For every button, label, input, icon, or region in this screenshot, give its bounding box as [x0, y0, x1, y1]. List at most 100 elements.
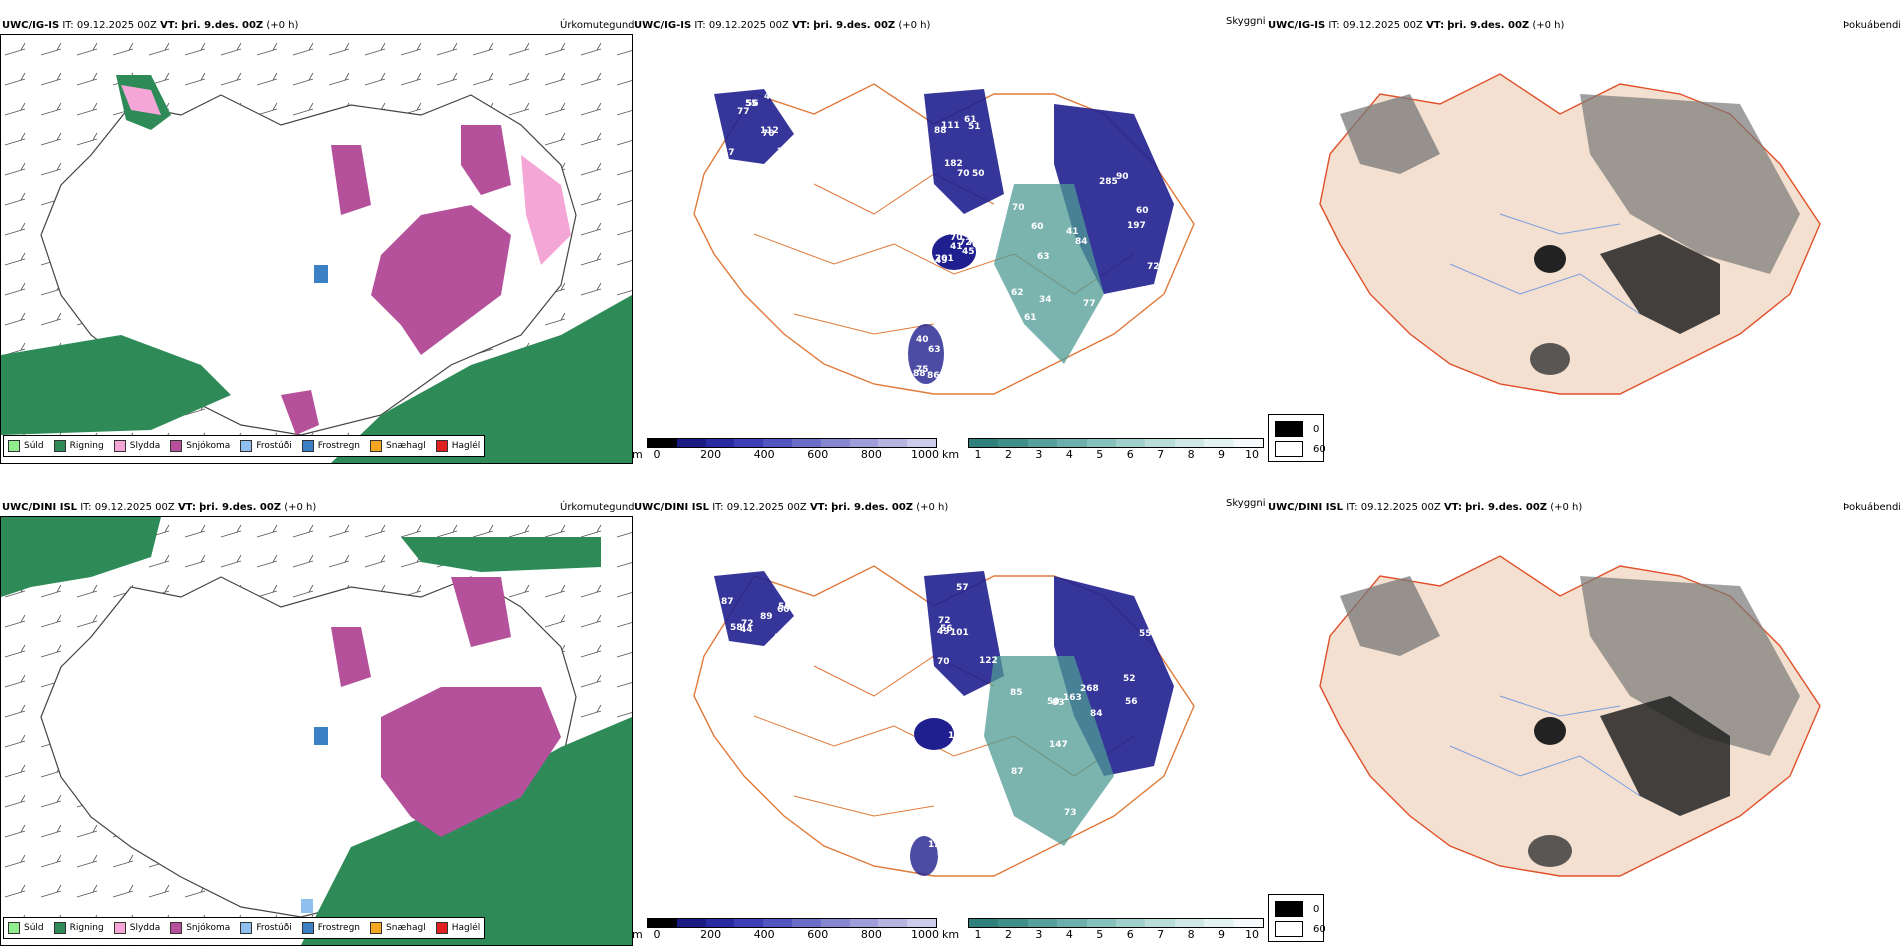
ceiling-value-label: 89: [760, 612, 773, 622]
visibility-colorbar-bottom: km 1 2 3 4 5 6 7 8 9 10: [942, 918, 1264, 941]
ceiling-value-label: 70: [950, 233, 963, 243]
ceiling-value-label: 101: [950, 628, 969, 638]
colorbar-segment: [878, 919, 908, 927]
legend-item: Snæhagl: [370, 440, 426, 452]
ceiling-value-label: 65: [1146, 608, 1159, 618]
colorbar-segment: [1174, 919, 1205, 927]
ceiling-value-label: 56: [1125, 697, 1138, 707]
colorbar-segment: [998, 919, 1028, 927]
ceiling-value-label: 77: [1083, 299, 1096, 309]
fog-map-top[interactable]: [1300, 34, 1860, 414]
colorbar-tick: 400: [753, 928, 775, 941]
snow-area-ne-top: [461, 125, 511, 195]
ceiling-value-label: 204: [940, 816, 959, 826]
colorbar-tick: 800: [860, 448, 882, 461]
ceiling-value-label: 53: [938, 837, 951, 847]
ceiling-value-label: 72: [938, 616, 951, 626]
legend-item: Snæhagl: [370, 922, 426, 934]
dark-region-bottom: [1600, 696, 1730, 816]
ceiling-spot-south-top: [908, 324, 944, 384]
highlands-ne-bottom: [1580, 576, 1800, 756]
colorbar-tick: 3: [1035, 928, 1043, 941]
ceiling-value-label: 144: [774, 633, 793, 643]
ceiling-value-label: 72: [741, 619, 754, 629]
ceiling-value-label: 60: [1031, 222, 1044, 232]
precip-map-bottom[interactable]: Súld Rigning Slydda Snjókoma Frostúði Fr…: [0, 516, 633, 946]
ceiling-value-label: 45: [962, 247, 975, 257]
ceiling-spot-south-bottom: [910, 836, 938, 876]
ceiling-area-nw-bottom: [714, 571, 794, 646]
cloud-map-bottom[interactable]: 144 56 56 85 56 73 58 101 55 50 58 67 72 57 52 87 29 81 87…: [634, 516, 1264, 916]
ceiling-value-label: 88: [913, 369, 926, 379]
colorbar-tick: 800: [860, 928, 882, 941]
ceiling-value-label: 83: [1052, 698, 1065, 708]
ceiling-value-label: 205: [944, 839, 963, 849]
ceiling-value-label: 67: [952, 724, 965, 734]
ceiling-value-label: 13: [1015, 325, 1028, 335]
dark-spot-south-top: [1530, 343, 1570, 375]
colorbar-segment: [1086, 439, 1117, 447]
ceiling-value-label: 63: [1037, 252, 1050, 262]
freezing-rain-spot-top: [314, 265, 328, 283]
colorbar-tick: 2: [1004, 448, 1012, 461]
frost-drizzle-spot-bottom: [301, 899, 313, 913]
legend-item: Slydda: [113, 922, 160, 934]
colorbar-segment: [734, 439, 764, 447]
colorbar-segment: [969, 919, 999, 927]
ceiling-value-label: 70: [937, 657, 950, 667]
ceiling-value-label: 50: [1047, 697, 1060, 707]
colorbar-tick: 0: [653, 928, 661, 941]
colorbar-segment: [1027, 439, 1058, 447]
colorbar-segment: [849, 439, 879, 447]
colorbar-tick: 1: [974, 448, 982, 461]
precip-map-top[interactable]: Súld Rigning Slydda Snjókoma Frostúði Fr…: [0, 34, 633, 464]
ceiling-value-label: 41: [1066, 227, 1079, 237]
ceiling-value-label: 147: [1049, 740, 1068, 750]
fog-map-bottom[interactable]: [1300, 516, 1860, 896]
ceiling-value-label: 67: [937, 850, 950, 860]
ceiling-value-label: 70: [1012, 203, 1025, 213]
colorbar-tick: 3: [1035, 448, 1043, 461]
legend-item: Haglél: [435, 922, 480, 934]
cloud-param-bottom: Skyggni: [1226, 498, 1266, 509]
precip-map-svg-top: [1, 35, 632, 463]
colorbar-tick: 1000: [911, 448, 939, 461]
colorbar-segment: [820, 919, 850, 927]
ceiling-value-label: 56: [746, 99, 759, 109]
precip-legend-top: Súld Rigning Slydda Snjókoma Frostúði Fr…: [3, 435, 486, 457]
sleet-area-top: [521, 155, 571, 265]
colorbar-tick: 400: [753, 448, 775, 461]
colorbar-segment: [1145, 439, 1175, 447]
ceiling-value-label: 72: [968, 237, 981, 247]
ceiling-value-label: 97: [1158, 122, 1171, 132]
ceiling-value-label: 52: [1123, 674, 1136, 684]
iceland-outline-top: [40, 94, 577, 436]
ceiling-value-label: 285: [1099, 177, 1118, 187]
colorbar-segment: [1204, 919, 1234, 927]
ceiling-value-label: 83: [944, 343, 957, 353]
legend-item: Rigning: [53, 922, 104, 934]
ceiling-value-label: 44: [740, 625, 753, 635]
colorbar-tick: 10: [1245, 448, 1259, 461]
cloud-map-top[interactable]: 200 88 97 63 72 88 55 61 41 60 201 75 56 51 60 70 70 83 11…: [634, 34, 1264, 434]
visibility-area-e-top: [994, 184, 1104, 364]
colorbar-segment: [676, 439, 706, 447]
colorbar-segment: [849, 919, 879, 927]
cloud-map-svg-top: 200 88 97 63 72 88 55 61 41 60 201 75 56 51 60 70 70 83 11…: [693, 83, 1195, 395]
colorbar-tick: 2: [1004, 928, 1012, 941]
ceiling-value-label: 108: [948, 731, 967, 741]
ceiling-value-label: 58: [730, 623, 743, 633]
dark-spot-west-bottom: [1534, 717, 1566, 745]
ceiling-value-label: 60: [777, 605, 790, 615]
ceiling-spot-center-bottom: [914, 718, 954, 750]
colorbar-tick: 8: [1187, 928, 1195, 941]
colorbar-tick: 8: [1187, 448, 1195, 461]
ceiling-value-label: 64: [972, 240, 985, 250]
ceiling-value-label: 34: [1039, 295, 1052, 305]
highlands-ne-top: [1580, 94, 1800, 274]
cloud-cover-legend-top: 0 60: [1268, 414, 1326, 462]
ceiling-value-label: 49: [935, 256, 948, 266]
ceiling-value-label: 47: [722, 148, 735, 158]
